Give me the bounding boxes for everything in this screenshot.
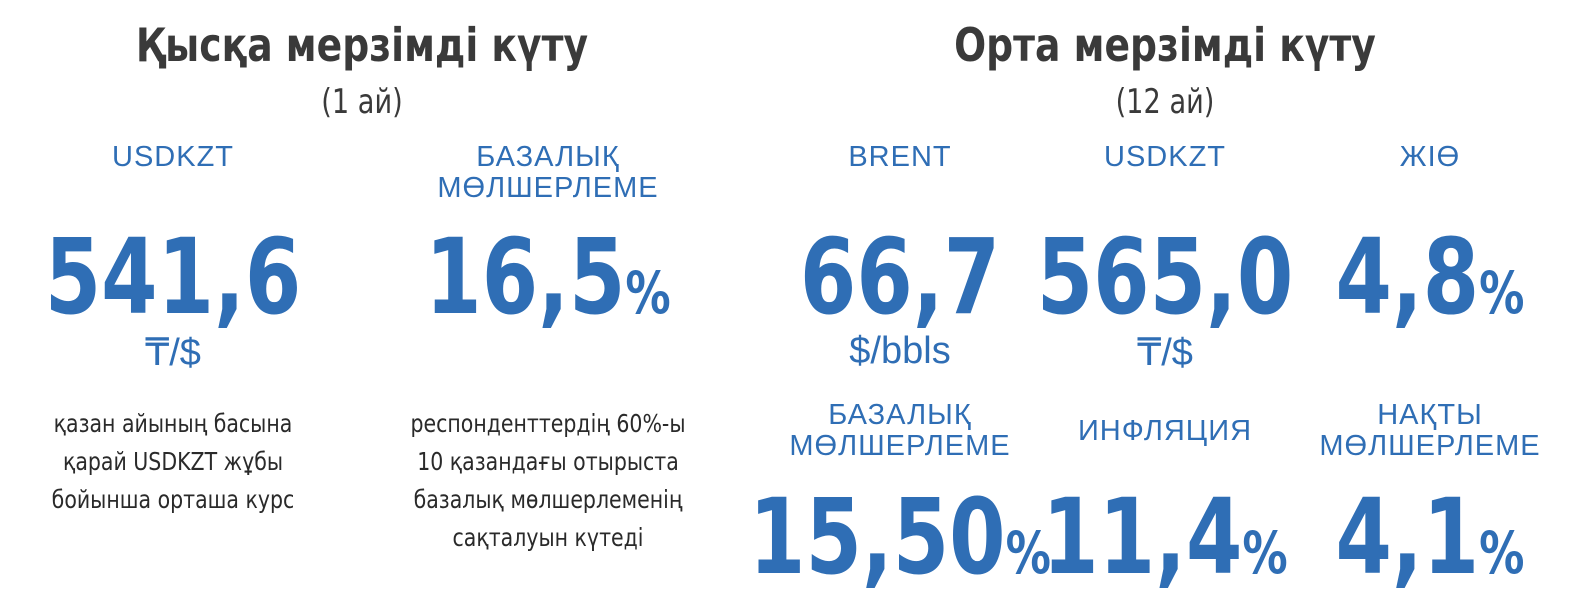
note: 10 қазандағы отырыста bbox=[417, 447, 679, 476]
indicator-label: БАЗАЛЫҚ bbox=[828, 399, 972, 431]
section-subtitle: (12 ай) bbox=[1115, 82, 1215, 122]
value: 541,6 bbox=[44, 216, 302, 338]
percent-sign: % bbox=[1242, 519, 1288, 587]
section-title: Орта мерзімді күту bbox=[954, 18, 1376, 72]
percent-sign: % bbox=[625, 259, 671, 327]
indicator-label: НАҚТЫ bbox=[1377, 399, 1483, 431]
big-value: 66,7 bbox=[744, 222, 1056, 332]
percent-sign: % bbox=[1005, 519, 1051, 587]
percent-sign: % bbox=[1479, 519, 1525, 587]
value: 4,1 bbox=[1335, 476, 1480, 598]
big-value: 16,5% bbox=[392, 222, 704, 348]
percent-sign: % bbox=[1479, 259, 1525, 327]
value: 4,8 bbox=[1335, 216, 1480, 338]
note: базалық мөлшерлеменің bbox=[413, 485, 683, 514]
value: 565,0 bbox=[1036, 216, 1294, 338]
value: 11,4 bbox=[1042, 476, 1243, 598]
note: респонденттердің 60%-ы bbox=[410, 409, 686, 438]
big-value: 541,6 bbox=[17, 222, 329, 332]
indicator-label: USDKZT bbox=[112, 141, 234, 173]
value: 66,7 bbox=[799, 216, 1001, 338]
note: қарай USDKZT жұбы bbox=[62, 447, 284, 476]
indicator-label: ЖІӨ bbox=[1399, 141, 1461, 173]
note: сақталуын күтеді bbox=[452, 523, 644, 552]
big-value: 565,0 bbox=[1009, 222, 1321, 332]
value: 16,5 bbox=[425, 216, 626, 338]
indicator-label: USDKZT bbox=[1104, 141, 1226, 173]
unit: ₸/$ bbox=[1137, 332, 1193, 374]
indicator-label: БАЗАЛЫҚ bbox=[476, 141, 620, 173]
indicator-label: ИНФЛЯЦИЯ bbox=[1077, 415, 1253, 447]
big-value: 4,1% bbox=[1274, 482, 1577, 608]
big-value: 4,8% bbox=[1274, 222, 1577, 348]
section-subtitle: (1 ай) bbox=[321, 82, 403, 122]
big-value: 11,4% bbox=[1009, 482, 1321, 608]
indicator-label: BRENT bbox=[848, 141, 952, 173]
indicator-label: МӨЛШЕРЛЕМЕ bbox=[437, 172, 659, 204]
unit: $/bbls bbox=[849, 330, 951, 372]
unit: ₸/$ bbox=[145, 332, 201, 374]
note: қазан айының басына bbox=[53, 409, 293, 438]
section-title: Қысқа мерзімді күту bbox=[135, 18, 589, 72]
indicator-label: МӨЛШЕРЛЕМЕ bbox=[1319, 430, 1541, 462]
big-value: 15,50% bbox=[744, 482, 1056, 608]
note: бойынша орташа курс bbox=[51, 485, 295, 514]
value: 15,50 bbox=[749, 476, 1006, 598]
indicator-label: МӨЛШЕРЛЕМЕ bbox=[789, 430, 1011, 462]
